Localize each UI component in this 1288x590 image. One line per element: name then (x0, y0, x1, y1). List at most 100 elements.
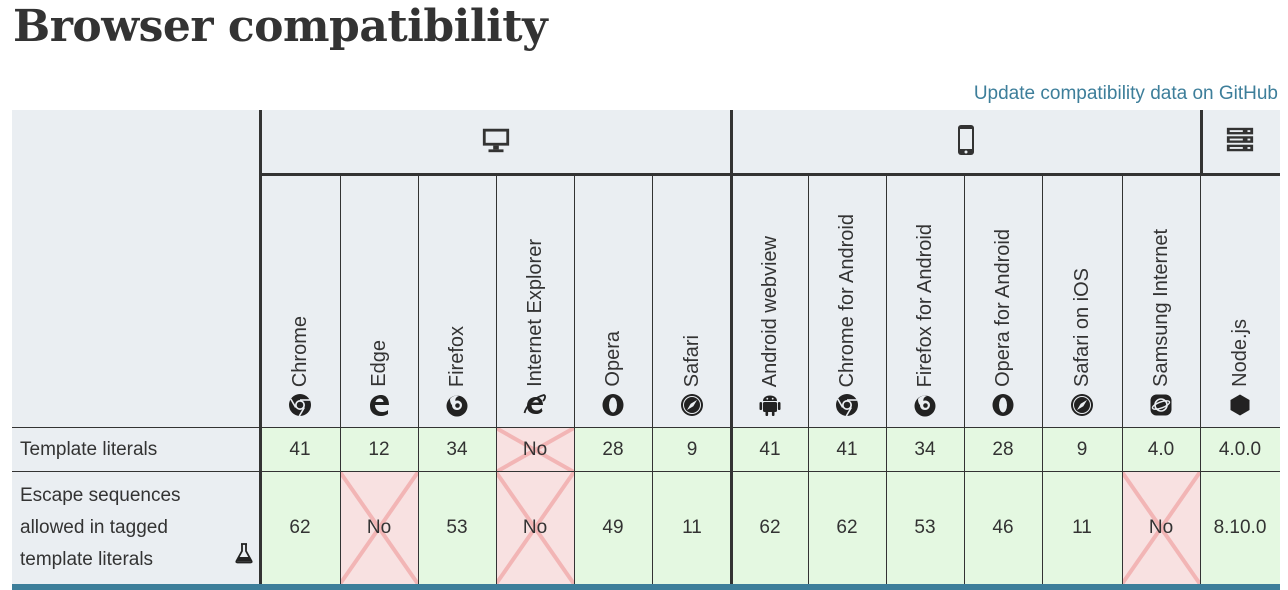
support-cell-yes[interactable]: 28 (964, 428, 1042, 472)
feature-label: Escape sequences allowed in tagged templ… (20, 485, 181, 570)
grid-line (1200, 110, 1203, 174)
browser-header: Firefox for Android (886, 174, 964, 428)
browser-header: Android webview (732, 174, 808, 428)
chrome-icon (288, 393, 312, 422)
support-cell-yes[interactable]: 62 (260, 472, 340, 584)
platform-group-server (1200, 110, 1280, 174)
support-value: 49 (602, 517, 624, 538)
support-cell-yes[interactable]: 9 (652, 428, 732, 472)
support-cell-yes[interactable]: 53 (886, 472, 964, 584)
table-bottom-bar (12, 584, 1280, 590)
browser-header: Safari (652, 174, 732, 428)
support-cell-yes[interactable]: 46 (964, 472, 1042, 584)
support-value: 11 (682, 517, 702, 538)
firefox-icon (913, 393, 937, 422)
browser-header: Edge (340, 174, 418, 428)
android-icon (758, 393, 782, 422)
support-cell-no[interactable]: No (496, 428, 574, 472)
feature-name: Escape sequences allowed in tagged templ… (12, 472, 260, 584)
grid-line (652, 174, 653, 584)
platform-group-mobile (732, 110, 1200, 174)
support-cell-yes[interactable]: 41 (260, 428, 340, 472)
grid-line (964, 174, 965, 584)
grid-line (808, 174, 809, 584)
support-cell-yes[interactable]: 34 (886, 428, 964, 472)
browser-name: Opera (601, 331, 624, 387)
support-value: 62 (759, 517, 781, 538)
github-update-link[interactable]: Update compatibility data on GitHub (973, 83, 1278, 104)
support-value: No (1148, 517, 1174, 538)
support-value: 53 (914, 517, 936, 538)
support-value: 11 (1072, 517, 1092, 538)
support-cell-yes[interactable]: 9 (1042, 428, 1122, 472)
support-cell-no[interactable]: No (340, 472, 418, 584)
support-value: 28 (992, 439, 1014, 460)
support-value: No (522, 439, 548, 460)
browser-name: Safari (680, 334, 703, 387)
support-cell-no[interactable]: No (1122, 472, 1200, 584)
browser-name: Android webview (758, 235, 781, 387)
support-value: No (366, 517, 392, 538)
grid-line (1200, 174, 1201, 584)
support-cell-yes[interactable]: 49 (574, 472, 652, 584)
browser-name: Firefox (445, 325, 468, 387)
browser-name: Chrome for Android (835, 213, 858, 387)
browser-header: Opera (574, 174, 652, 428)
support-value: 41 (836, 439, 858, 460)
nodejs-icon (1228, 393, 1252, 422)
support-value: 46 (992, 517, 1014, 538)
mobile-icon (950, 124, 982, 161)
grid-line (574, 174, 575, 584)
support-cell-yes[interactable]: 4.0.0 (1200, 428, 1280, 472)
browser-header: Node.js (1200, 174, 1280, 428)
support-value: 62 (836, 517, 858, 538)
support-value: 4.0 (1147, 439, 1175, 460)
browser-name: Internet Explorer (523, 239, 546, 387)
support-value: 41 (759, 439, 781, 460)
support-cell-yes[interactable]: 4.0 (1122, 428, 1200, 472)
samsung-internet-icon (1149, 393, 1173, 422)
table-header-corner (12, 110, 260, 428)
support-cell-yes[interactable]: 34 (418, 428, 496, 472)
support-value: No (522, 517, 548, 538)
browser-name: Safari on iOS (1070, 268, 1093, 387)
firefox-icon (445, 393, 469, 422)
opera-icon (991, 393, 1015, 422)
browser-header: Internet Explorer (496, 174, 574, 428)
support-cell-yes[interactable]: 41 (732, 428, 808, 472)
support-cell-yes[interactable]: 11 (652, 472, 732, 584)
edge-icon (367, 393, 391, 422)
support-cell-yes[interactable]: 53 (418, 472, 496, 584)
browser-name: Chrome (288, 315, 311, 387)
support-cell-yes[interactable]: 41 (808, 428, 886, 472)
support-cell-yes[interactable]: 11 (1042, 472, 1122, 584)
browser-header: Chrome for Android (808, 174, 886, 428)
support-cell-yes[interactable]: 28 (574, 428, 652, 472)
support-cell-yes[interactable]: 8.10.0 (1200, 472, 1280, 584)
grid-line (260, 173, 1280, 176)
support-value: 12 (368, 439, 390, 460)
grid-line (1122, 174, 1123, 584)
support-cell-yes[interactable]: 12 (340, 428, 418, 472)
grid-line (1042, 174, 1043, 584)
grid-line (340, 174, 341, 584)
support-value: 9 (686, 439, 698, 460)
support-cell-yes[interactable]: 62 (732, 472, 808, 584)
browser-name: Firefox for Android (913, 223, 936, 387)
server-icon (1225, 125, 1255, 160)
support-value: 41 (289, 439, 311, 460)
grid-line (730, 110, 733, 584)
opera-icon (601, 393, 625, 422)
desktop-icon (481, 125, 511, 160)
support-value: 4.0.0 (1218, 439, 1262, 460)
support-cell-no[interactable]: No (496, 472, 574, 584)
support-cell-yes[interactable]: 62 (808, 472, 886, 584)
browser-name: Edge (367, 340, 390, 387)
compat-table: Chrome Edge Firefox Internet Explorer Opera S… (12, 110, 1280, 590)
platform-group-desktop (260, 110, 732, 174)
browser-header: Firefox (418, 174, 496, 428)
grid-line (12, 427, 1280, 428)
chrome-icon (835, 393, 859, 422)
feature-label: Template literals (20, 439, 158, 460)
browser-header: Samsung Internet (1122, 174, 1200, 428)
